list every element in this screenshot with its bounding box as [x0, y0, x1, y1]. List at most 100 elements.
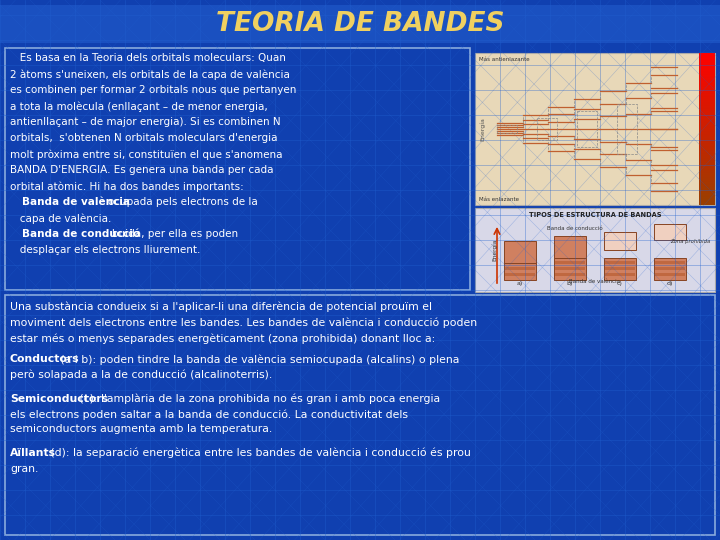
Bar — [699, 204, 715, 205]
Bar — [699, 117, 715, 118]
Bar — [699, 89, 715, 90]
Text: Es basa en la Teoria dels orbitals moleculars: Quan: Es basa en la Teoria dels orbitals molec… — [10, 53, 286, 63]
Text: c): c) — [617, 281, 623, 286]
Bar — [699, 134, 715, 135]
Bar — [699, 75, 715, 76]
Text: orbitals,  s'obtenen N orbitals moleculars d'energia: orbitals, s'obtenen N orbitals molecular… — [10, 133, 277, 143]
Bar — [699, 174, 715, 175]
Bar — [699, 105, 715, 106]
Bar — [699, 202, 715, 203]
Bar — [699, 135, 715, 136]
Bar — [699, 106, 715, 107]
Bar — [699, 167, 715, 168]
Bar — [699, 62, 715, 63]
Bar — [699, 58, 715, 59]
Text: molt pròxima entre si, constituïen el que s'anomena: molt pròxima entre si, constituïen el qu… — [10, 149, 282, 159]
Bar — [699, 68, 715, 69]
Bar — [699, 61, 715, 62]
Bar — [699, 132, 715, 133]
Bar — [699, 172, 715, 173]
Bar — [699, 56, 715, 57]
Bar — [699, 92, 715, 93]
Text: Conductors: Conductors — [10, 354, 80, 364]
Bar — [555, 267, 585, 270]
Bar — [699, 190, 715, 191]
Bar — [699, 116, 715, 117]
Bar — [699, 170, 715, 171]
Bar — [699, 150, 715, 151]
Bar — [699, 98, 715, 99]
Bar — [699, 164, 715, 165]
Bar — [699, 111, 715, 112]
Text: però solapada a la de conducció (alcalinoterris).: però solapada a la de conducció (alcalin… — [10, 370, 272, 381]
Bar — [655, 267, 685, 270]
Bar — [699, 64, 715, 65]
Text: : buida, per ella es poden: : buida, per ella es poden — [105, 229, 238, 239]
Bar — [699, 108, 715, 109]
Bar — [699, 165, 715, 166]
Bar — [699, 169, 715, 170]
Text: (c): l'amplària de la zona prohibida no és gran i amb poca energia: (c): l'amplària de la zona prohibida no … — [76, 394, 440, 404]
Bar — [699, 86, 715, 87]
Bar — [504, 258, 536, 280]
Bar — [699, 146, 715, 147]
Text: Banda de valència: Banda de valència — [22, 197, 130, 207]
Bar — [699, 147, 715, 148]
Bar — [699, 138, 715, 139]
Bar — [699, 154, 715, 155]
Text: BANDA D'ENERGIA. Es genera una banda per cada: BANDA D'ENERGIA. Es genera una banda per… — [10, 165, 274, 175]
Text: Una substància condueix si a l'aplicar-li una diferència de potencial prouïm el: Una substància condueix si a l'aplicar-l… — [10, 302, 432, 313]
Text: Energía: Energía — [480, 117, 486, 141]
Text: es combinen per formar 2 orbitals nous que pertanyen: es combinen per formar 2 orbitals nous q… — [10, 85, 297, 95]
Bar — [699, 84, 715, 85]
Bar — [699, 141, 715, 142]
Bar — [699, 157, 715, 158]
Bar — [5, 295, 715, 535]
Bar — [699, 193, 715, 194]
Bar — [699, 171, 715, 172]
Bar — [699, 198, 715, 199]
Bar — [699, 188, 715, 189]
Bar — [505, 273, 535, 276]
Bar — [699, 120, 715, 121]
Text: : ocupada pels electrons de la: : ocupada pels electrons de la — [101, 197, 258, 207]
Text: Zona prohibida: Zona prohibida — [670, 240, 710, 245]
Bar — [699, 123, 715, 124]
Bar — [699, 192, 715, 193]
Bar — [699, 127, 715, 128]
Bar — [699, 69, 715, 70]
Text: gran.: gran. — [10, 463, 38, 474]
Bar — [699, 194, 715, 195]
Bar — [699, 104, 715, 105]
Bar — [699, 78, 715, 79]
Bar — [699, 143, 715, 144]
Bar — [554, 236, 586, 258]
Bar — [699, 160, 715, 161]
Bar — [699, 53, 715, 54]
Bar — [699, 55, 715, 56]
Text: Banda de conducció: Banda de conducció — [547, 226, 603, 231]
Bar — [699, 96, 715, 97]
Bar — [699, 176, 715, 177]
Bar — [699, 107, 715, 108]
Bar — [699, 63, 715, 64]
Bar — [699, 199, 715, 200]
Text: (a i b): poden tindre la banda de valència semiocupada (alcalins) o plena: (a i b): poden tindre la banda de valènc… — [57, 354, 459, 365]
Bar — [699, 184, 715, 185]
Bar — [604, 232, 636, 250]
Bar — [699, 101, 715, 102]
Bar — [699, 73, 715, 74]
Bar — [699, 76, 715, 77]
Bar — [699, 114, 715, 115]
Bar — [699, 168, 715, 169]
Bar — [699, 102, 715, 103]
Text: semiconductors augmenta amb la temperatura.: semiconductors augmenta amb la temperatu… — [10, 424, 272, 435]
Bar — [699, 133, 715, 134]
Bar — [699, 118, 715, 119]
Bar — [604, 258, 636, 280]
Bar — [699, 177, 715, 178]
Text: Más enlazante: Más enlazante — [479, 197, 519, 202]
Bar — [699, 129, 715, 130]
Bar — [699, 93, 715, 94]
Bar — [699, 72, 715, 73]
